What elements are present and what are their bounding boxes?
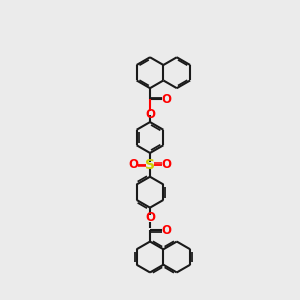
Text: O: O [161,224,171,237]
Text: O: O [145,108,155,121]
Text: O: O [161,158,171,171]
Text: O: O [129,158,139,171]
Text: O: O [145,211,155,224]
Text: S: S [145,158,155,172]
Text: O: O [161,93,171,106]
